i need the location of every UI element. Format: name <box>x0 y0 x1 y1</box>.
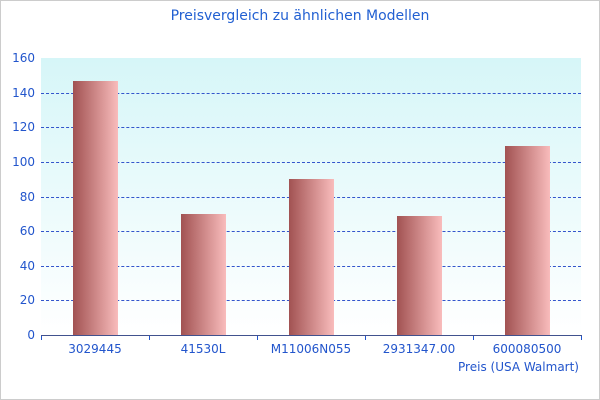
plot-area <box>41 58 581 335</box>
x-tick-mark <box>257 336 258 340</box>
gridline <box>41 161 581 163</box>
y-tick-label: 20 <box>19 293 35 308</box>
bar <box>504 146 550 335</box>
x-tick-label: 3029445 <box>68 342 122 356</box>
x-tick-label: 2931347.00 <box>382 342 456 356</box>
x-axis-line <box>41 335 582 336</box>
gridline <box>41 127 581 129</box>
x-tick-mark <box>581 336 582 340</box>
x-tick-mark <box>365 336 366 340</box>
x-tick-label: 41530L <box>180 342 226 356</box>
x-tick-mark <box>473 336 474 340</box>
bar <box>288 179 334 335</box>
y-tick-label: 140 <box>12 85 35 100</box>
gridline <box>41 92 581 94</box>
bar <box>180 213 226 335</box>
x-tick-label: 600080500 <box>492 342 562 356</box>
x-tick-mark <box>149 336 150 340</box>
y-tick-label: 100 <box>12 154 35 169</box>
x-axis-title: Preis (USA Walmart) <box>458 360 579 374</box>
x-tick-label: M11006N055 <box>270 342 352 356</box>
y-tick-label: 120 <box>12 120 35 135</box>
y-tick-label: 40 <box>19 258 35 273</box>
y-tick-label: 60 <box>19 224 35 239</box>
y-tick-label: 160 <box>12 51 35 65</box>
y-tick-label: 0 <box>27 328 35 342</box>
x-tick-mark <box>41 336 42 340</box>
y-tick-label: 80 <box>19 189 35 204</box>
bar <box>396 215 442 335</box>
bar <box>72 80 118 335</box>
chart-title: Preisvergleich zu ähnlichen Modellen <box>170 8 430 24</box>
